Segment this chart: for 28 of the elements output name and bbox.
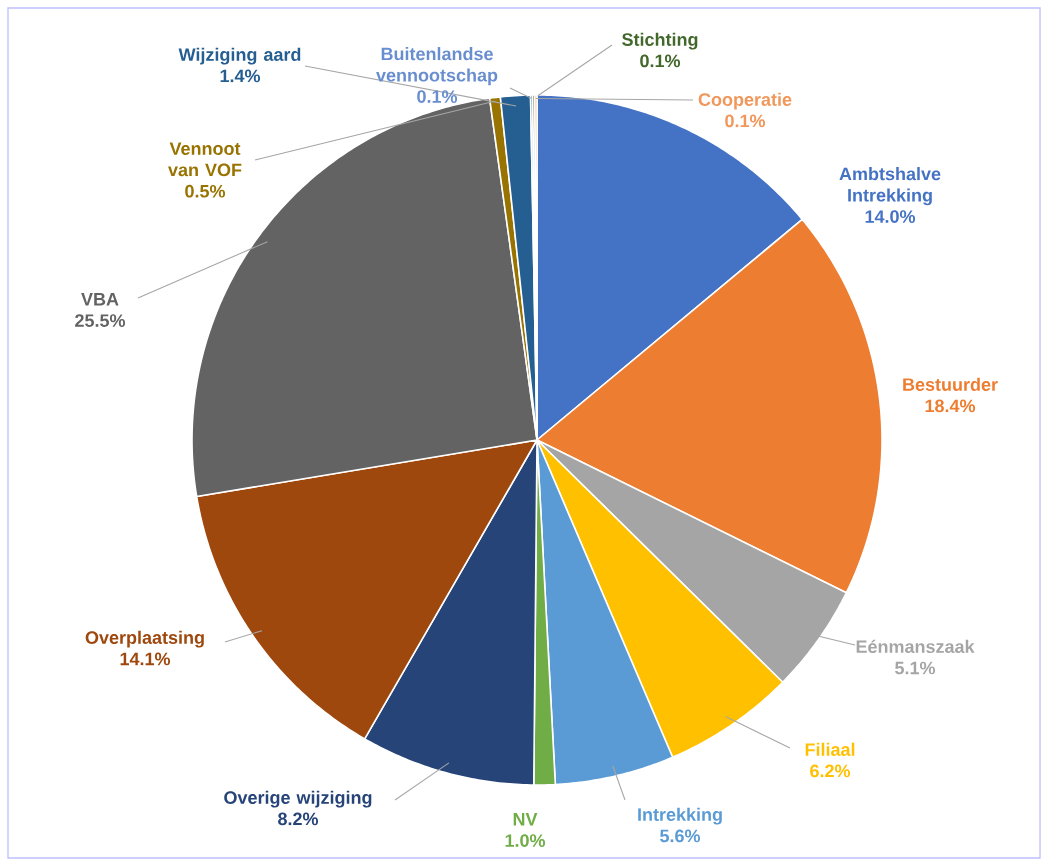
slice-label: Ambtshalve Intrekking [839, 167, 941, 206]
slice-label: Wijziging aard [178, 47, 301, 65]
slice-label: Stichting [622, 32, 698, 50]
data-label: 8.2% [278, 812, 319, 826]
data-label: 6.2% [810, 764, 851, 778]
data-label: 0.1% [417, 90, 458, 103]
data-label: 5.6% [660, 829, 701, 843]
slice-label: Buitenlandse vennootschap [376, 47, 498, 86]
slice-label: Cooperatie [698, 92, 792, 110]
data-label: 0.5% [185, 184, 226, 198]
slice-label: Intrekking [638, 807, 722, 825]
data-label: 0.1% [725, 114, 766, 128]
slice-label: VBA [81, 293, 119, 306]
data-label: 1.0% [505, 834, 546, 847]
data-label: 18.4% [925, 399, 976, 413]
data-label: 5.1% [895, 661, 936, 675]
data-label: 25.5% [75, 314, 126, 327]
slice-label: Vennoot van VOF [168, 142, 242, 177]
slice-label: Eénmanszaak [856, 639, 975, 654]
data-label: 14.0% [865, 210, 916, 223]
data-label: 0.1% [640, 54, 681, 68]
data-label: 1.4% [220, 69, 261, 83]
slice-label: Bestuurder [903, 377, 998, 391]
slice-label: Overige wijziging [224, 790, 372, 808]
slice-label: Overplaatsing [85, 630, 204, 648]
slice-label: NV [513, 813, 538, 826]
slice-label: Filiaal [805, 742, 855, 756]
data-label: 14.1% [120, 652, 171, 666]
